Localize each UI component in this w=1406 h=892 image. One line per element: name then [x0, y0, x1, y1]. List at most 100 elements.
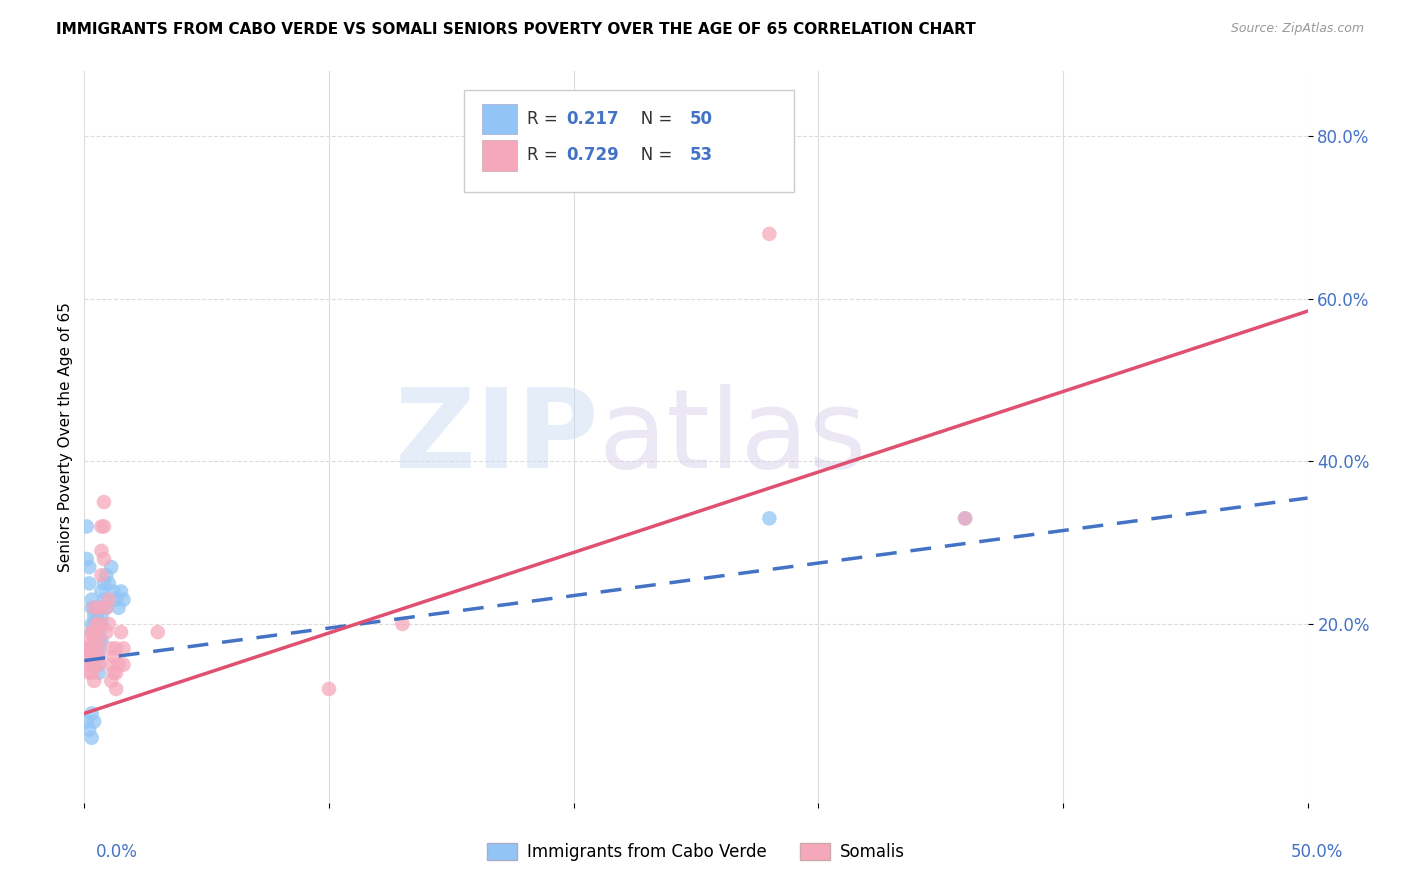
Point [90, 608, 112, 623]
Point [87, 633, 110, 648]
Point [80, 731, 103, 745]
Point [87, 625, 110, 640]
Point [83, 600, 105, 615]
Point [90, 519, 112, 533]
Point [105, 681, 128, 696]
Point [96, 568, 118, 582]
Point [87, 665, 110, 680]
Point [86, 657, 108, 672]
Text: IMMIGRANTS FROM CABO VERDE VS SOMALI SENIORS POVERTY OVER THE AGE OF 65 CORRELAT: IMMIGRANTS FROM CABO VERDE VS SOMALI SEN… [56, 22, 976, 37]
Point [80, 657, 103, 672]
Point [76, 649, 98, 664]
Point [80, 617, 103, 632]
Point [90, 600, 112, 615]
Point [90, 633, 112, 648]
Point [83, 714, 105, 729]
Text: 53: 53 [690, 146, 713, 164]
Point [77, 633, 100, 648]
Point [83, 617, 105, 632]
Point [87, 649, 110, 664]
Point [83, 633, 105, 648]
Point [93, 576, 115, 591]
Point [80, 706, 103, 721]
Text: ZIP: ZIP [395, 384, 598, 491]
Point [87, 600, 110, 615]
Point [86, 625, 108, 640]
Point [87, 600, 110, 615]
Point [93, 592, 115, 607]
Point [96, 625, 118, 640]
Point [318, 681, 340, 696]
Point [76, 519, 98, 533]
Point [97, 592, 120, 607]
Text: atlas: atlas [598, 384, 866, 491]
Point [83, 600, 105, 615]
Y-axis label: Seniors Poverty Over the Age of 65: Seniors Poverty Over the Age of 65 [58, 302, 73, 572]
Text: 50.0%: 50.0% [1291, 843, 1343, 861]
Point [105, 641, 128, 656]
FancyBboxPatch shape [464, 90, 794, 192]
Point [93, 552, 115, 566]
Point [86, 600, 108, 615]
Point [112, 592, 135, 607]
Point [96, 600, 118, 615]
Point [103, 649, 125, 664]
Point [90, 544, 112, 558]
Point [758, 227, 780, 241]
Point [112, 641, 135, 656]
Point [97, 617, 120, 632]
Point [83, 641, 105, 656]
Point [83, 625, 105, 640]
Point [80, 625, 103, 640]
Point [87, 633, 110, 648]
Point [77, 641, 100, 656]
Point [96, 600, 118, 615]
Text: N =: N = [626, 146, 678, 164]
Point [80, 641, 103, 656]
Point [112, 657, 135, 672]
Point [110, 625, 132, 640]
Text: 0.0%: 0.0% [96, 843, 138, 861]
Point [80, 649, 103, 664]
Text: Source: ZipAtlas.com: Source: ZipAtlas.com [1230, 22, 1364, 36]
Point [103, 665, 125, 680]
Point [83, 633, 105, 648]
Point [90, 617, 112, 632]
Point [87, 617, 110, 632]
Point [758, 511, 780, 525]
Point [953, 511, 976, 525]
Legend: Immigrants from Cabo Verde, Somalis: Immigrants from Cabo Verde, Somalis [481, 836, 911, 868]
Point [110, 584, 132, 599]
Point [77, 657, 100, 672]
Point [80, 625, 103, 640]
Text: 0.729: 0.729 [567, 146, 619, 164]
Point [93, 519, 115, 533]
Point [105, 592, 128, 607]
Point [86, 617, 108, 632]
Point [86, 641, 108, 656]
Point [391, 617, 413, 632]
Point [107, 600, 129, 615]
Point [77, 665, 100, 680]
Point [86, 633, 108, 648]
Point [100, 560, 122, 574]
Point [87, 617, 110, 632]
Point [80, 665, 103, 680]
Point [100, 673, 122, 688]
Point [77, 560, 100, 574]
Point [86, 649, 108, 664]
Text: R =: R = [527, 146, 564, 164]
Point [76, 552, 98, 566]
Point [83, 649, 105, 664]
Point [93, 495, 115, 509]
Point [87, 649, 110, 664]
Point [86, 625, 108, 640]
Point [86, 641, 108, 656]
Text: 50: 50 [690, 110, 713, 128]
Point [146, 625, 169, 640]
Point [105, 665, 128, 680]
Point [953, 511, 976, 525]
Text: N =: N = [626, 110, 678, 128]
Point [76, 714, 98, 729]
Point [76, 641, 98, 656]
